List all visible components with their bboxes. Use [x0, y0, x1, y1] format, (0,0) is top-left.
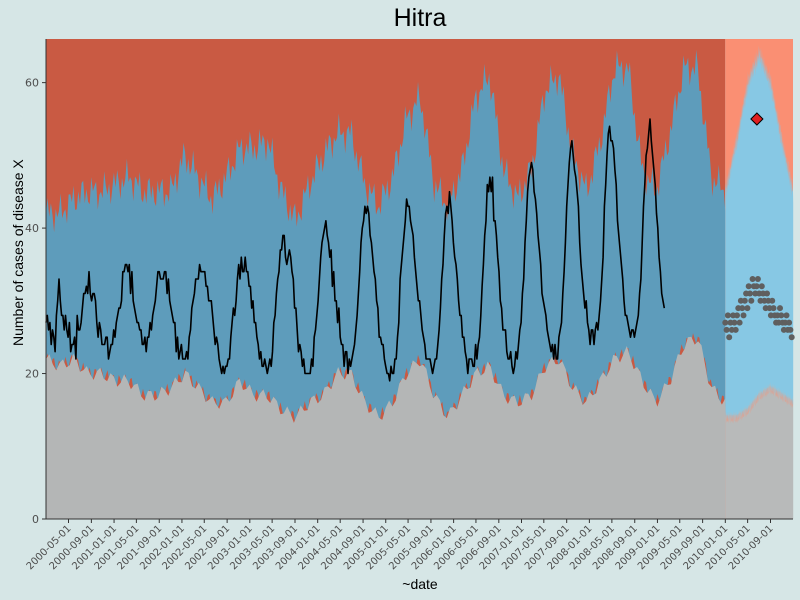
scatter-point — [731, 319, 738, 326]
scatter-point — [769, 297, 776, 304]
highlight-point — [750, 112, 764, 126]
scatter-point — [754, 276, 761, 282]
scatter-point — [770, 305, 777, 312]
scatter-point — [732, 326, 739, 333]
scatter-point — [758, 283, 765, 290]
baseline-lower-region — [46, 336, 726, 519]
scatter-point — [786, 319, 793, 326]
scatter-point — [747, 290, 753, 297]
y-tick-label: 20 — [25, 368, 39, 381]
scatter-point — [753, 283, 760, 290]
scatter-point — [740, 312, 747, 319]
scatter-point — [764, 290, 770, 297]
scatter-point — [745, 283, 752, 290]
scatter-point — [788, 334, 795, 341]
prediction-lower-region — [725, 381, 794, 519]
scatter-point — [783, 312, 790, 319]
baseline-band — [46, 49, 726, 424]
scatter-point — [741, 297, 748, 304]
scatter-point — [726, 334, 733, 341]
scatter-point — [736, 319, 743, 326]
prediction-band — [725, 45, 794, 421]
series-line-observed — [45, 118, 666, 382]
scatter-point — [744, 305, 751, 312]
y-tick-label: 40 — [25, 222, 39, 235]
scatter-point — [748, 297, 755, 304]
y-tick-label: 60 — [25, 77, 39, 90]
scatter-point — [777, 305, 783, 312]
scatter-point — [724, 312, 731, 319]
scatter-point — [722, 319, 729, 326]
plot-layer — [45, 39, 795, 519]
scatter-point — [778, 312, 785, 319]
x-axis-label: ~date — [402, 576, 438, 592]
scatter-point — [739, 305, 746, 312]
scatter-point — [787, 326, 794, 333]
y-tick-label: 0 — [32, 513, 39, 526]
scatter-point — [723, 326, 730, 333]
scatter-point — [749, 276, 756, 282]
chart-title: Hitra — [393, 4, 447, 32]
scatter-point — [734, 312, 740, 319]
